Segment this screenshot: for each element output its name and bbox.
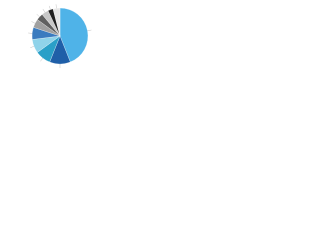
leader-line (42, 8, 46, 13)
leader-line (87, 29, 92, 31)
leader-line (30, 46, 35, 48)
chart (28, 4, 92, 68)
leader-line (55, 4, 57, 9)
leader-line (40, 58, 43, 62)
pie-slice (52, 7, 61, 37)
pie-slice (59, 7, 89, 63)
leader-line (36, 13, 40, 17)
leader-line (49, 5, 51, 10)
leader-line (31, 21, 36, 24)
